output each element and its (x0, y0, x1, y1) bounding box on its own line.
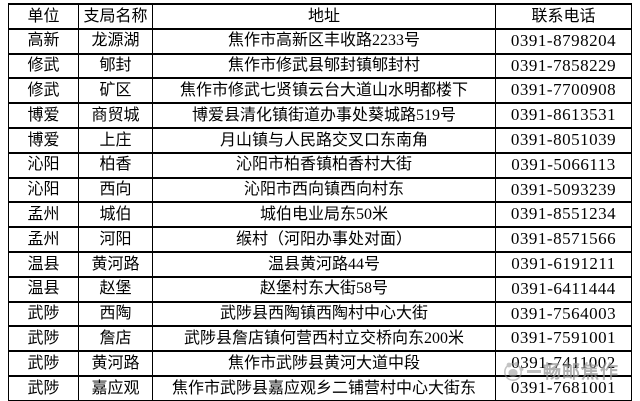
cell-phone: 0391-8798204 (495, 27, 632, 55)
table-row: 武陟 黄河路 焦作市武陟县黄河大道中段 0391-7411002 (8, 350, 632, 377)
cell-unit: 修武 (8, 77, 79, 105)
cell-phone: 0391-7700908 (495, 77, 632, 105)
cell-branch: 城伯 (78, 201, 153, 229)
cell-branch: 商贸城 (78, 102, 153, 129)
cell-address: 缑村（河阳办事处对面） (152, 226, 496, 253)
cell-branch: 郇封 (78, 52, 153, 80)
cell-branch: 矿区 (78, 77, 153, 105)
cell-unit: 武陟 (8, 300, 79, 328)
cell-branch: 河阳 (78, 226, 153, 253)
cell-branch: 西陶 (78, 300, 153, 328)
cell-address: 武陟县詹店镇何营西村立交桥向东200米 (152, 325, 496, 353)
header-phone: 联系电话 (495, 3, 632, 30)
cell-branch: 柏香 (78, 151, 153, 179)
cell-address: 温县黄河路44号 (152, 250, 496, 278)
cell-unit: 温县 (8, 275, 79, 303)
cell-phone: 0391-7681001 (495, 374, 632, 401)
table-row: 武陟 西陶 武陟县西陶镇西陶村中心大街 0391-7564003 (8, 300, 632, 328)
cell-address: 沁阳市柏香镇柏香村大街 (152, 151, 496, 179)
cell-phone: 0391-5066113 (495, 151, 632, 179)
table-row: 博爱 上庄 月山镇与人民路交叉口东南角 0391-8051039 (8, 126, 632, 154)
cell-unit: 博爱 (8, 102, 79, 129)
cell-branch: 赵堡 (78, 275, 153, 303)
cell-branch: 詹店 (78, 325, 153, 353)
cell-branch: 黄河路 (78, 250, 153, 278)
cell-unit: 温县 (8, 250, 79, 278)
cell-unit: 孟州 (8, 201, 79, 229)
cell-branch: 上庄 (78, 126, 153, 154)
cell-address: 焦作市武陟县嘉应观乡二铺营村中心大街东 (152, 374, 496, 401)
cell-branch: 黄河路 (78, 350, 153, 377)
cell-address: 焦作市高新区丰收路2233号 (152, 27, 496, 55)
cell-branch: 西向 (78, 176, 153, 204)
header-branch: 支局名称 (78, 3, 153, 30)
table-row: 博爱 商贸城 博爱县清化镇街道办事处葵城路519号 0391-8613531 (8, 102, 632, 129)
header-row: 单位 支局名称 地址 联系电话 (8, 3, 632, 30)
table-body: 高新 龙源湖 焦作市高新区丰收路2233号 0391-8798204 修武 郇封… (8, 27, 632, 401)
cell-phone: 0391-8051039 (495, 126, 632, 154)
cell-address: 焦作市修武县郇封镇郇封村 (152, 52, 496, 80)
table-row: 孟州 河阳 缑村（河阳办事处对面） 0391-8571566 (8, 226, 632, 253)
cell-phone: 0391-7591001 (495, 325, 632, 353)
cell-address: 沁阳市西向镇西向村东 (152, 176, 496, 204)
table-row: 温县 赵堡 赵堡村东大街58号 0391-6411444 (8, 275, 632, 303)
cell-address: 赵堡村东大街58号 (152, 275, 496, 303)
table-row: 温县 黄河路 温县黄河路44号 0391-6191211 (8, 250, 632, 278)
cell-phone: 0391-6411444 (495, 275, 632, 303)
cell-unit: 高新 (8, 27, 79, 55)
cell-unit: 沁阳 (8, 176, 79, 204)
cell-unit: 修武 (8, 52, 79, 80)
cell-phone: 0391-7858229 (495, 52, 632, 80)
cell-phone: 0391-8613531 (495, 102, 632, 129)
cell-phone: 0391-5093239 (495, 176, 632, 204)
cell-phone: 0391-6191211 (495, 250, 632, 278)
table-row: 武陟 嘉应观 焦作市武陟县嘉应观乡二铺营村中心大街东 0391-7681001 (8, 374, 632, 401)
cell-unit: 孟州 (8, 226, 79, 253)
cell-branch: 嘉应观 (78, 374, 153, 401)
table-row: 沁阳 西向 沁阳市西向镇西向村东 0391-5093239 (8, 176, 632, 204)
table-row: 武陟 詹店 武陟县詹店镇何营西村立交桥向东200米 0391-7591001 (8, 325, 632, 353)
cell-address: 月山镇与人民路交叉口东南角 (152, 126, 496, 154)
cell-unit: 武陟 (8, 325, 79, 353)
cell-unit: 博爱 (8, 126, 79, 154)
cell-address: 焦作市武陟县黄河大道中段 (152, 350, 496, 377)
table-row: 沁阳 柏香 沁阳市柏香镇柏香村大街 0391-5066113 (8, 151, 632, 179)
branch-contact-table: 单位 支局名称 地址 联系电话 高新 龙源湖 焦作市高新区丰收路2233号 03… (8, 3, 632, 401)
cell-phone: 0391-7411002 (495, 350, 632, 377)
cell-phone: 0391-7564003 (495, 300, 632, 328)
cell-unit: 武陟 (8, 350, 79, 377)
cell-unit: 沁阳 (8, 151, 79, 179)
header-unit: 单位 (8, 3, 79, 30)
table-row: 孟州 城伯 城伯电业局东50米 0391-8551234 (8, 201, 632, 229)
cell-address: 城伯电业局东50米 (152, 201, 496, 229)
cell-address: 博爱县清化镇街道办事处葵城路519号 (152, 102, 496, 129)
cell-unit: 武陟 (8, 374, 79, 401)
cell-phone: 0391-8551234 (495, 201, 632, 229)
table-row: 高新 龙源湖 焦作市高新区丰收路2233号 0391-8798204 (8, 27, 632, 55)
cell-address: 焦作市修武七贤镇云台大道山水明都楼下 (152, 77, 496, 105)
cell-address: 武陟县西陶镇西陶村中心大街 (152, 300, 496, 328)
cell-phone: 0391-8571566 (495, 226, 632, 253)
table-row: 修武 矿区 焦作市修武七贤镇云台大道山水明都楼下 0391-7700908 (8, 77, 632, 105)
header-address: 地址 (152, 3, 496, 30)
table-row: 修武 郇封 焦作市修武县郇封镇郇封村 0391-7858229 (8, 52, 632, 80)
cell-branch: 龙源湖 (78, 27, 153, 55)
